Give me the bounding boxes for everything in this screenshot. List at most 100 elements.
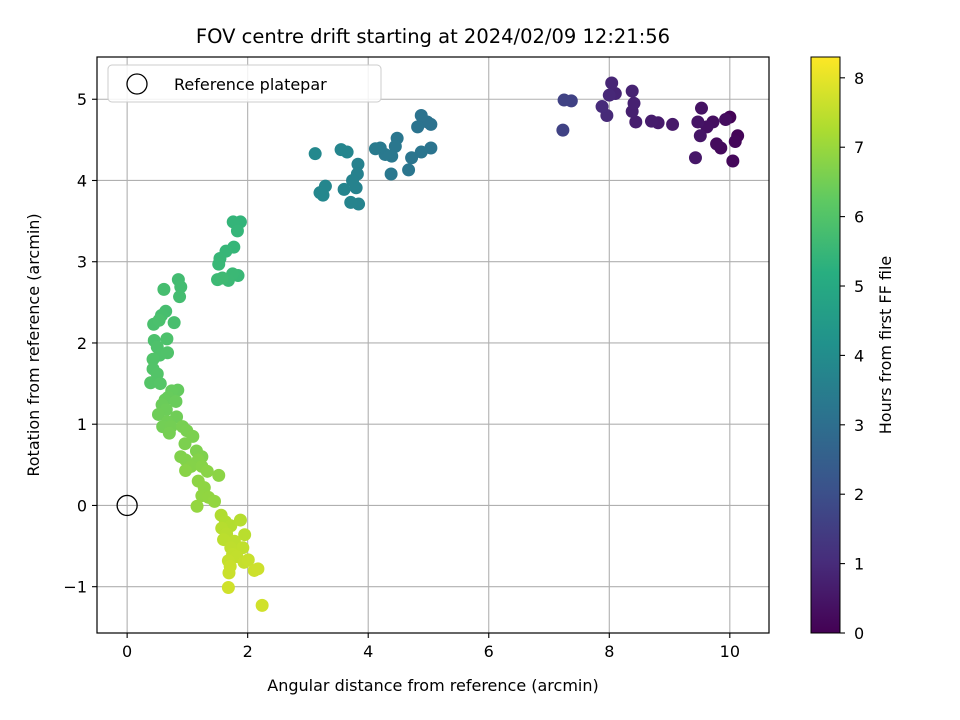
colorbar-tick-label: 1 xyxy=(854,555,864,574)
data-point xyxy=(157,282,171,296)
plot-frame xyxy=(96,56,770,634)
data-point xyxy=(556,123,570,137)
colorbar-ticks: 0 1 2 3 4 5 6 7 8 xyxy=(840,69,864,643)
data-point xyxy=(337,182,351,196)
data-point xyxy=(169,394,183,408)
data-point xyxy=(222,566,236,580)
data-point xyxy=(162,426,176,440)
y-tick-label: 3 xyxy=(77,253,87,272)
y-tick-label: 1 xyxy=(77,415,87,434)
data-point xyxy=(151,407,165,421)
data-point xyxy=(152,313,166,327)
y-tick-label: −1 xyxy=(63,578,87,597)
x-tick-label: 10 xyxy=(720,642,740,661)
data-point xyxy=(402,163,416,177)
data-point xyxy=(150,367,164,381)
data-point xyxy=(666,117,680,131)
chart-title: FOV centre drift starting at 2024/02/09 … xyxy=(196,25,670,48)
data-point xyxy=(627,96,641,110)
y-tick-label: 4 xyxy=(77,171,87,190)
data-point xyxy=(726,154,740,168)
data-point xyxy=(173,290,187,304)
data-point xyxy=(368,142,382,156)
data-point xyxy=(414,108,428,122)
data-point xyxy=(200,464,214,478)
x-tick-label: 4 xyxy=(363,642,373,661)
data-point xyxy=(146,352,160,366)
y-axis-ticks: −1 0 1 2 3 4 5 xyxy=(63,90,97,597)
legend: Reference platepar xyxy=(107,64,382,103)
data-point xyxy=(190,499,204,513)
data-point xyxy=(161,346,175,360)
data-point xyxy=(414,145,428,159)
colorbar-tick-label: 6 xyxy=(854,208,864,227)
data-point xyxy=(308,147,322,161)
data-point xyxy=(411,120,425,134)
data-point xyxy=(388,139,402,153)
colorbar-tick-label: 2 xyxy=(854,485,864,504)
colorbar-tick-label: 4 xyxy=(854,346,864,365)
data-point xyxy=(212,257,226,271)
data-point xyxy=(405,151,419,165)
data-point xyxy=(241,553,255,567)
colorbar-gradient xyxy=(810,56,841,634)
x-axis-ticks: 0 2 4 6 8 10 xyxy=(122,633,740,661)
y-tick-label: 5 xyxy=(77,90,87,109)
data-point xyxy=(334,143,348,157)
data-point xyxy=(344,195,358,209)
data-point xyxy=(346,173,360,187)
data-point xyxy=(602,88,616,102)
data-point xyxy=(710,137,724,151)
y-axis-label: Rotation from reference (arcmin) xyxy=(24,213,43,476)
data-point xyxy=(688,151,702,165)
data-point xyxy=(212,468,226,482)
data-point xyxy=(144,376,158,390)
x-axis-label: Angular distance from reference (arcmin) xyxy=(267,676,598,695)
data-point xyxy=(208,494,222,508)
legend-box xyxy=(107,64,382,103)
data-point xyxy=(233,513,247,527)
colorbar-tick-label: 3 xyxy=(854,416,864,435)
data-point xyxy=(153,377,167,391)
data-point xyxy=(238,528,252,542)
data-point xyxy=(251,562,265,576)
data-point xyxy=(230,224,244,238)
colorbar-tick-label: 5 xyxy=(854,277,864,296)
data-point xyxy=(625,84,639,98)
colorbar-label: Hours from first FF file xyxy=(876,256,895,435)
data-point xyxy=(644,114,658,128)
reference-platepar-marker xyxy=(116,494,138,517)
y-tick-label: 2 xyxy=(77,334,87,353)
legend-entry-label: Reference platepar xyxy=(174,75,327,94)
data-point xyxy=(174,280,188,294)
data-point xyxy=(694,101,708,115)
data-point xyxy=(316,188,330,202)
data-point xyxy=(557,93,571,107)
colorbar-tick-label: 8 xyxy=(854,69,864,88)
colorbar-tick-label: 0 xyxy=(854,624,864,643)
y-tick-label: 0 xyxy=(77,496,87,515)
data-point xyxy=(693,129,707,143)
data-point xyxy=(595,100,609,114)
data-point xyxy=(179,464,193,478)
data-point xyxy=(629,115,643,129)
data-point xyxy=(691,115,705,129)
x-tick-label: 0 xyxy=(122,642,132,661)
legend-reference-marker xyxy=(126,73,148,95)
data-point xyxy=(160,332,174,346)
x-tick-label: 8 xyxy=(604,642,614,661)
data-point xyxy=(215,271,229,285)
colorbar: 0 1 2 3 4 5 6 7 8 Hours from first FF file xyxy=(810,56,895,643)
data-points xyxy=(144,76,745,612)
colorbar-tick-label: 7 xyxy=(854,138,864,157)
data-point xyxy=(351,157,365,171)
x-tick-label: 6 xyxy=(484,642,494,661)
data-point xyxy=(384,167,398,181)
data-point xyxy=(605,76,619,90)
data-point xyxy=(178,437,192,451)
data-point xyxy=(167,316,181,330)
data-point xyxy=(255,598,269,612)
grid-lines xyxy=(97,57,769,633)
data-point xyxy=(221,581,235,595)
